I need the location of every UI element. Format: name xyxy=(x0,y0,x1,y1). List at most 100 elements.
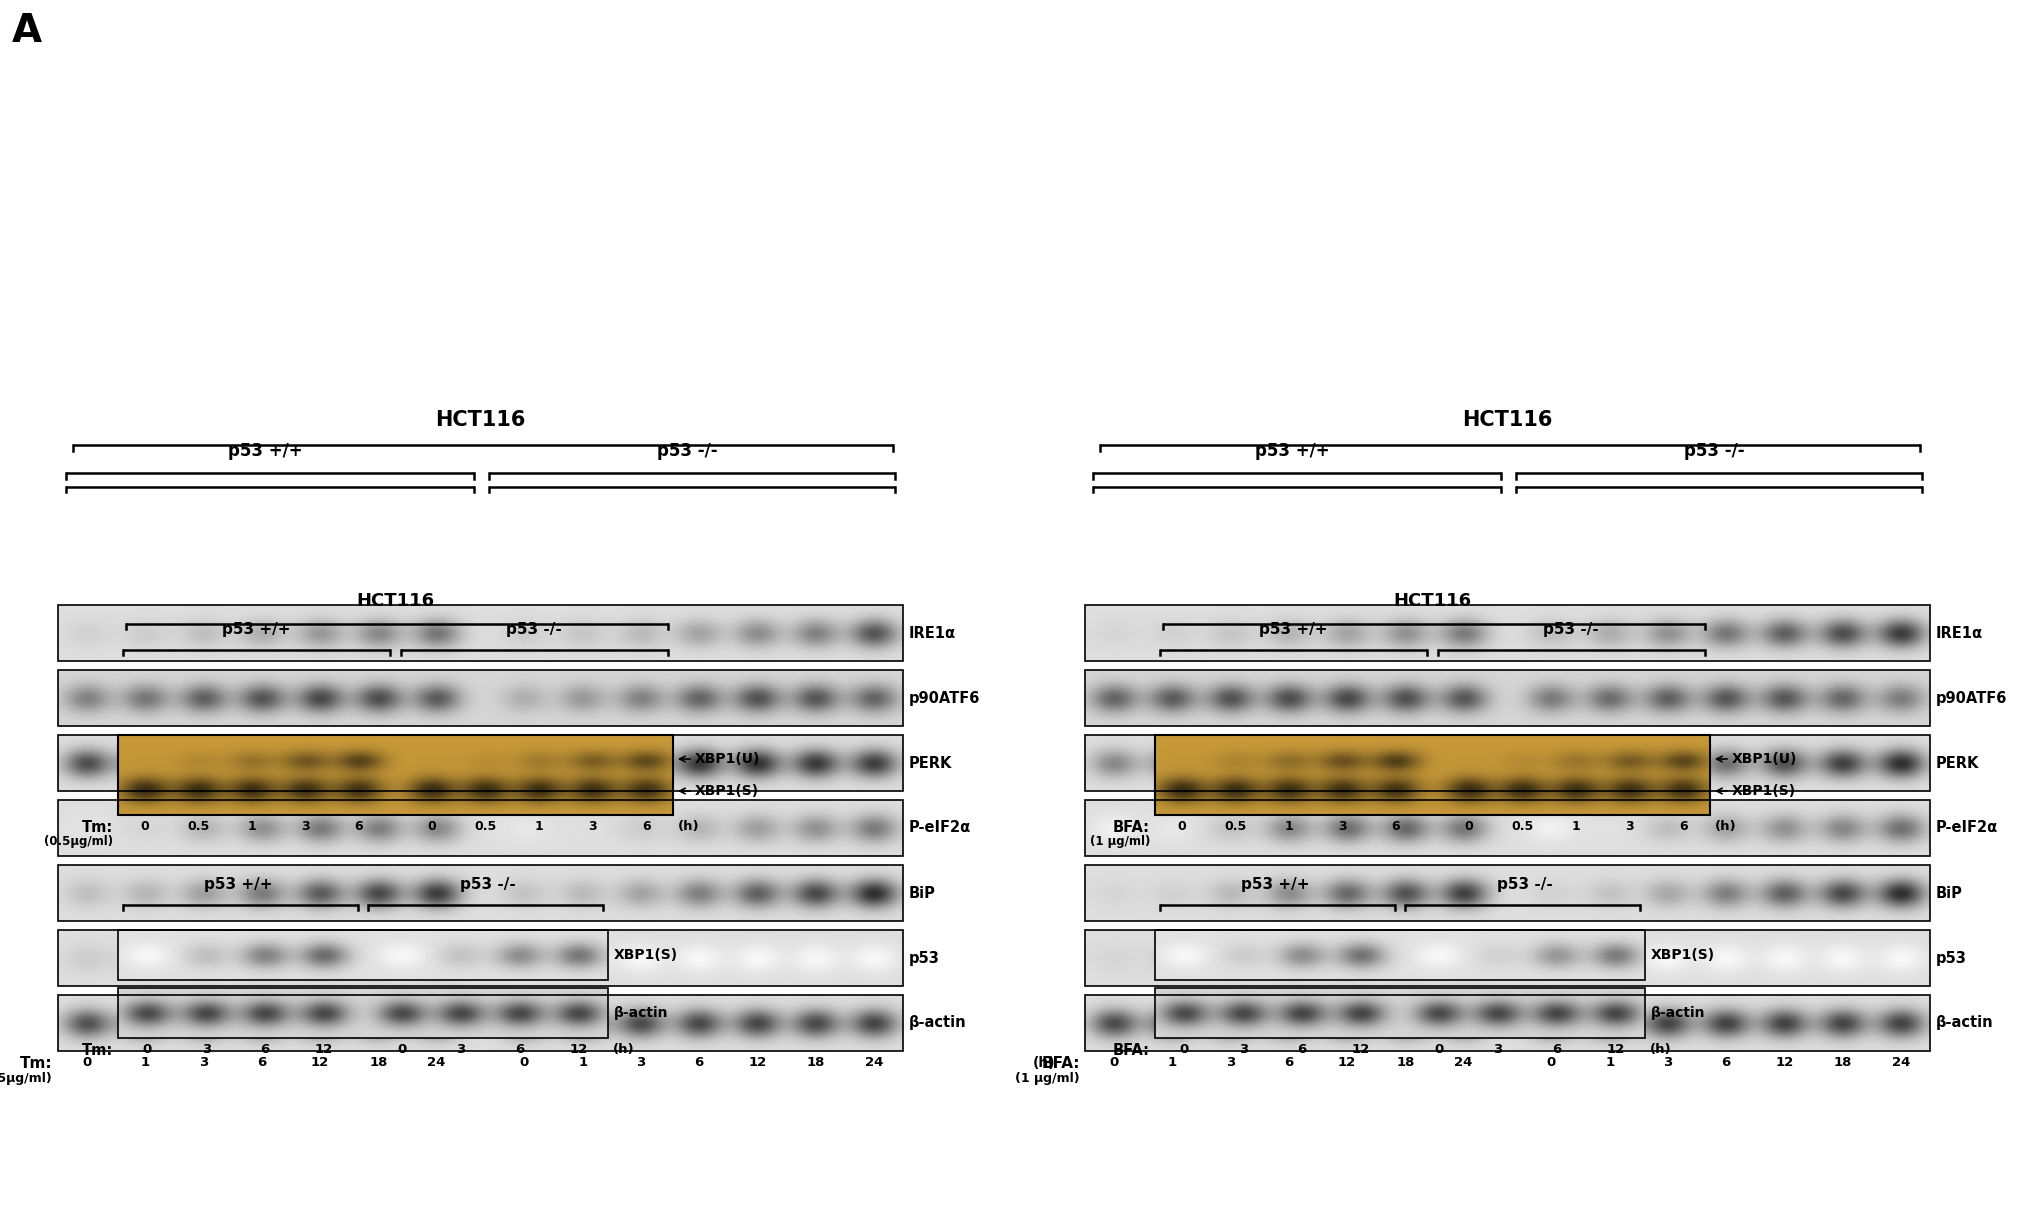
Text: HCT116: HCT116 xyxy=(357,592,434,610)
Text: 3: 3 xyxy=(302,820,310,833)
Bar xyxy=(1085,995,1929,1050)
Bar xyxy=(57,800,903,856)
Text: 6: 6 xyxy=(1297,1043,1307,1057)
Text: HCT116: HCT116 xyxy=(1462,410,1552,430)
Bar xyxy=(57,605,903,661)
Text: 18: 18 xyxy=(1833,1057,1851,1069)
Text: 0: 0 xyxy=(1433,1043,1444,1057)
Text: 0: 0 xyxy=(398,1043,406,1057)
Text: 6: 6 xyxy=(642,820,650,833)
Text: 3: 3 xyxy=(457,1043,465,1057)
Text: 0: 0 xyxy=(520,1057,528,1069)
Text: 6: 6 xyxy=(1721,1057,1729,1069)
Bar xyxy=(57,930,903,986)
Text: p53 -/-: p53 -/- xyxy=(461,877,516,892)
Text: 12: 12 xyxy=(314,1043,332,1057)
Text: 3: 3 xyxy=(202,1043,210,1057)
Bar xyxy=(118,736,673,815)
Bar xyxy=(1154,736,1709,815)
Bar xyxy=(1085,865,1929,921)
Text: 6: 6 xyxy=(257,1057,267,1069)
Text: (0.5μg/ml): (0.5μg/ml) xyxy=(45,835,112,847)
Text: 18: 18 xyxy=(1395,1057,1413,1069)
Text: 3: 3 xyxy=(1225,1057,1236,1069)
Text: 6: 6 xyxy=(693,1057,703,1069)
Text: 1: 1 xyxy=(141,1057,149,1069)
Text: 6: 6 xyxy=(1552,1043,1560,1057)
Text: 24: 24 xyxy=(428,1057,447,1069)
Text: 6: 6 xyxy=(1285,1057,1293,1069)
Text: A: A xyxy=(12,12,43,50)
Text: XBP1(S): XBP1(S) xyxy=(695,784,759,798)
Text: p53 +/+: p53 +/+ xyxy=(1258,622,1327,637)
Bar xyxy=(1085,800,1929,856)
Text: 1: 1 xyxy=(577,1057,587,1069)
Text: 3: 3 xyxy=(636,1057,644,1069)
Text: BFA:: BFA: xyxy=(1113,820,1150,835)
Text: 24: 24 xyxy=(1454,1057,1472,1069)
Text: 3: 3 xyxy=(1662,1057,1672,1069)
Bar xyxy=(1085,930,1929,986)
Text: β-actin: β-actin xyxy=(909,1016,966,1031)
Text: p53 +/+: p53 +/+ xyxy=(204,877,271,892)
Text: Tm:: Tm: xyxy=(82,820,112,835)
Text: 6: 6 xyxy=(1678,820,1686,833)
Text: Tm:: Tm: xyxy=(20,1057,53,1071)
Text: 0: 0 xyxy=(1546,1057,1556,1069)
Bar xyxy=(118,930,608,980)
Text: BiP: BiP xyxy=(1935,886,1962,900)
Text: β-actin: β-actin xyxy=(1650,1006,1705,1020)
Text: BiP: BiP xyxy=(909,886,936,900)
Text: (h): (h) xyxy=(1650,1043,1670,1057)
Text: 1: 1 xyxy=(1605,1057,1613,1069)
Text: p53 -/-: p53 -/- xyxy=(1544,622,1599,637)
Text: (1 μg/ml): (1 μg/ml) xyxy=(1089,835,1150,847)
Text: 1: 1 xyxy=(1166,1057,1177,1069)
Text: 0: 0 xyxy=(141,820,149,833)
Text: 18: 18 xyxy=(805,1057,824,1069)
Text: p53 -/-: p53 -/- xyxy=(1684,442,1743,460)
Text: 24: 24 xyxy=(1890,1057,1909,1069)
Text: HCT116: HCT116 xyxy=(434,410,526,430)
Bar xyxy=(1154,930,1643,980)
Text: p53: p53 xyxy=(909,951,940,966)
Text: 0.5: 0.5 xyxy=(1223,820,1246,833)
Text: BFA:: BFA: xyxy=(1042,1057,1079,1071)
Text: p53 -/-: p53 -/- xyxy=(506,622,563,637)
Text: P-eIF2α: P-eIF2α xyxy=(909,820,971,835)
Text: IRE1α: IRE1α xyxy=(1935,626,1982,641)
Bar xyxy=(1085,736,1929,791)
Text: 3: 3 xyxy=(587,820,597,833)
Text: 1: 1 xyxy=(1570,820,1580,833)
Text: (h): (h) xyxy=(612,1043,634,1057)
Bar xyxy=(1154,988,1643,1038)
Text: P-eIF2α: P-eIF2α xyxy=(1935,820,1998,835)
Text: 0: 0 xyxy=(1177,820,1185,833)
Text: 12: 12 xyxy=(748,1057,767,1069)
Text: p53 -/-: p53 -/- xyxy=(657,442,718,460)
Text: 0.5: 0.5 xyxy=(475,820,495,833)
Text: 12: 12 xyxy=(1352,1043,1370,1057)
Text: 3: 3 xyxy=(1238,1043,1248,1057)
Text: 0.5: 0.5 xyxy=(1511,820,1533,833)
Text: 12: 12 xyxy=(1774,1057,1792,1069)
Bar xyxy=(118,988,608,1038)
Bar xyxy=(57,670,903,726)
Text: XBP1(S): XBP1(S) xyxy=(614,948,677,962)
Text: PERK: PERK xyxy=(909,755,952,770)
Text: Tm:: Tm: xyxy=(82,1043,112,1058)
Text: 0: 0 xyxy=(143,1043,153,1057)
Text: p53: p53 xyxy=(1935,951,1966,966)
Text: 18: 18 xyxy=(369,1057,387,1069)
Text: 6: 6 xyxy=(261,1043,269,1057)
Text: 12: 12 xyxy=(1338,1057,1356,1069)
Text: 12: 12 xyxy=(310,1057,328,1069)
Text: 1: 1 xyxy=(534,820,542,833)
Text: 1: 1 xyxy=(247,820,257,833)
Text: XBP1(U): XBP1(U) xyxy=(695,752,761,766)
Text: XBP1(S): XBP1(S) xyxy=(1650,948,1715,962)
Text: 3: 3 xyxy=(1338,820,1346,833)
Text: 24: 24 xyxy=(865,1057,883,1069)
Bar xyxy=(57,995,903,1050)
Bar xyxy=(57,736,903,791)
